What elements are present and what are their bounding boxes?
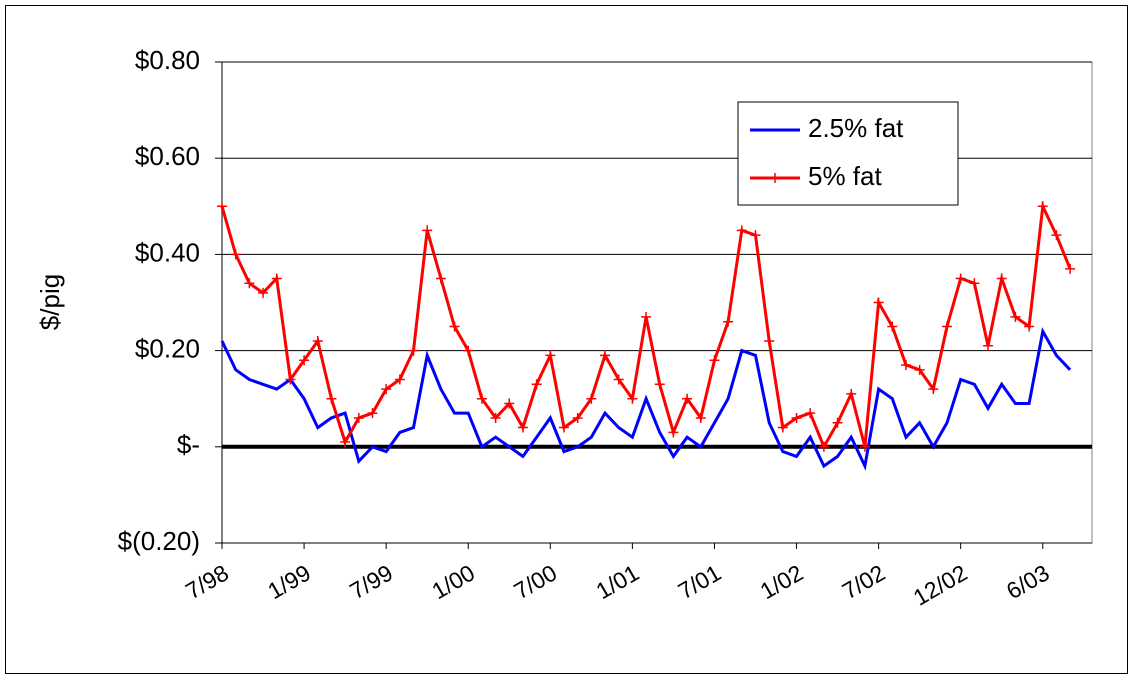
y-tick-label: $0.40 [135,237,200,267]
point-marker [258,287,269,298]
point-marker [723,316,734,327]
point-marker [777,422,788,433]
y-tick-label: $0.60 [135,141,200,171]
point-marker [969,278,980,289]
point-marker [887,321,898,332]
point-marker [367,408,378,419]
point-marker [791,412,802,423]
point-marker [805,408,816,419]
point-marker [435,273,446,284]
point-marker [531,379,542,390]
point-marker [476,393,487,404]
legend-label: 2.5% fat [808,113,904,143]
point-marker [381,384,392,395]
point-marker [1024,321,1035,332]
point-marker [340,436,351,447]
point-marker [449,321,460,332]
point-marker [846,388,857,399]
y-tick-label: $0.80 [135,45,200,75]
point-marker [299,355,310,366]
point-marker [928,384,939,395]
point-marker [217,201,227,212]
point-marker [859,441,870,452]
point-marker [600,350,611,361]
point-marker [764,335,775,346]
point-marker [545,350,556,361]
point-marker [326,393,337,404]
point-marker [914,364,925,375]
point-marker [1051,230,1062,241]
point-marker [244,278,255,289]
point-marker [613,374,624,385]
point-marker [818,441,829,452]
point-marker [641,311,652,322]
point-marker [627,393,638,404]
point-marker [504,398,515,409]
point-marker [463,345,474,356]
y-tick-label: $(0.20) [118,526,200,556]
point-marker [873,297,884,308]
point-marker [1010,311,1021,322]
point-marker [586,393,597,404]
y-tick-label: $0.20 [135,333,200,363]
series-line [220,327,1072,471]
point-marker [955,273,966,284]
point-marker [572,412,583,423]
point-marker [394,374,405,385]
legend-marker [770,173,780,183]
point-marker [682,393,693,404]
point-marker [353,412,364,423]
point-marker [996,273,1007,284]
point-marker [517,422,528,433]
point-marker [408,345,419,356]
point-marker [900,360,911,371]
legend-label: 5% fat [808,161,882,191]
legend-box [737,101,959,206]
point-marker [271,273,282,284]
point-marker [422,225,433,236]
point-marker [1065,263,1076,274]
y-tick-label: $- [177,430,200,460]
point-marker [654,379,665,390]
point-marker [312,335,323,346]
point-marker [285,374,296,385]
point-marker [695,412,706,423]
point-marker [668,427,679,438]
y-axis-label: $/pig [35,274,65,330]
point-marker [832,417,843,428]
point-marker [558,422,569,433]
point-marker [942,321,952,332]
point-marker [983,340,994,351]
point-marker [736,225,747,236]
point-marker [230,249,241,260]
point-marker [1037,201,1048,212]
point-marker [750,230,761,241]
point-marker [709,355,720,366]
point-marker [490,412,501,423]
